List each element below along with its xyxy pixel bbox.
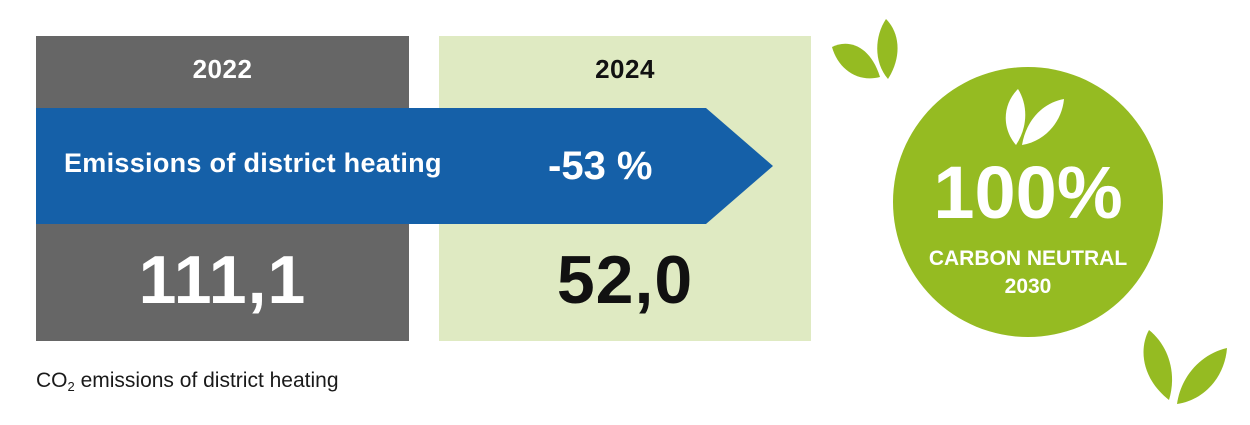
caption: CO2 emissions of district heating xyxy=(36,369,339,394)
badge-percent: 100% xyxy=(933,151,1123,234)
caption-suffix: emissions of district heating xyxy=(74,369,339,392)
panel-2024: 2024 52,0 xyxy=(439,36,811,341)
change-percent: -53 % xyxy=(548,144,653,188)
leaf-pair-icon xyxy=(1143,330,1227,404)
arrow-shape xyxy=(36,108,773,224)
value-2024: 52,0 xyxy=(556,242,694,318)
year-2022-label: 2022 xyxy=(192,54,253,84)
badge-year: 2030 xyxy=(1004,275,1052,298)
emissions-arrow: Emissions of district heating -53 % xyxy=(36,108,773,224)
year-2024-label: 2024 xyxy=(595,54,655,84)
leaf-pair-icon xyxy=(1005,89,1064,145)
caption-subscript: 2 xyxy=(67,379,75,394)
carbon-neutral-badge: 100% CARBON NEUTRAL 2030 xyxy=(893,67,1163,337)
badge-title: CARBON NEUTRAL xyxy=(928,247,1128,270)
arrow-label: Emissions of district heating xyxy=(64,148,442,178)
value-2022: 111,1 xyxy=(138,242,307,318)
leaf-pair-icon xyxy=(832,19,898,79)
caption-prefix: CO xyxy=(36,369,68,392)
